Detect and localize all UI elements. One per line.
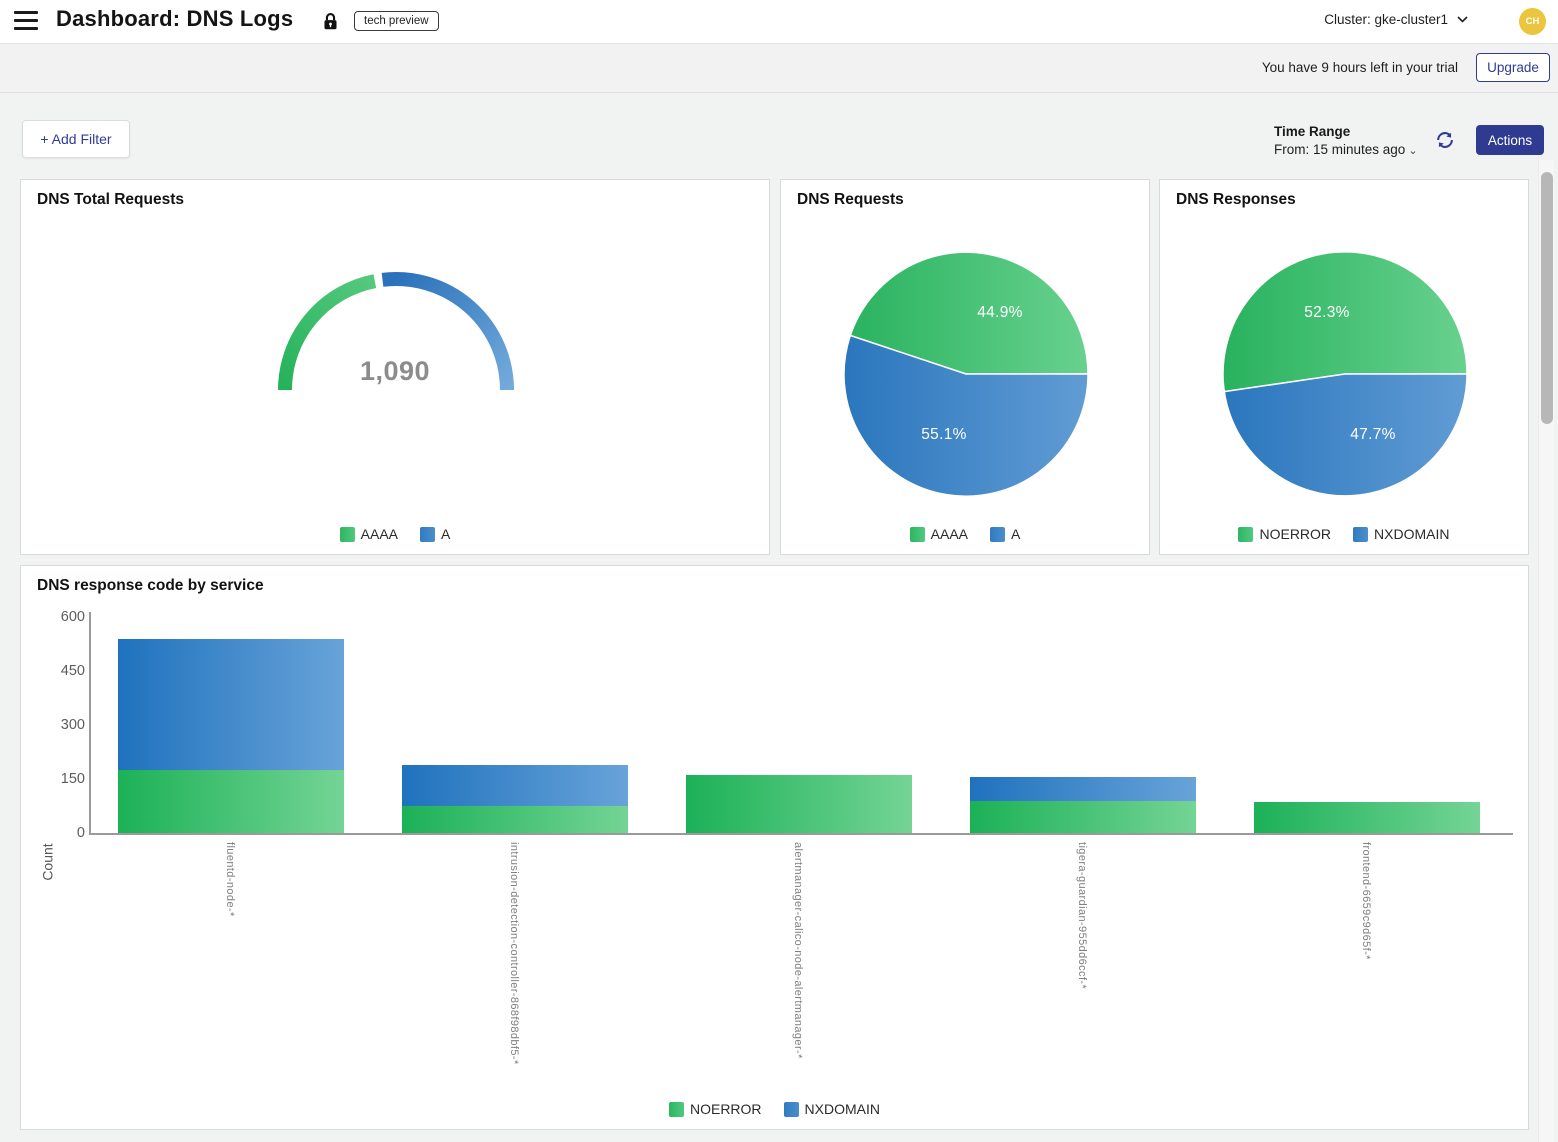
bar-segment-nxdomain[interactable] <box>402 764 628 806</box>
pie-chart <box>843 251 1089 497</box>
pie-chart <box>1222 251 1468 497</box>
legend-item-noerror[interactable]: NOERROR <box>1238 526 1331 542</box>
card-title: DNS response code by service <box>37 577 264 594</box>
y-axis-tick: 300 <box>60 717 85 733</box>
pie-slice-aaaa[interactable] <box>849 251 1089 375</box>
legend-item-aaaa[interactable]: AAAA <box>909 526 968 542</box>
y-axis-line <box>89 612 91 834</box>
pie-slice-label: 55.1% <box>921 426 967 443</box>
legend-item-nxdomain[interactable]: NXDOMAIN <box>1353 526 1450 542</box>
pie-slice-label: 52.3% <box>1304 304 1350 321</box>
bar-segment-noerror[interactable] <box>1254 802 1480 833</box>
card-dns-total-requests: DNS Total Requests 1,090 AAAA A <box>20 179 770 555</box>
app-header: Dashboard: DNS Logs tech preview Cluster… <box>0 0 1558 44</box>
hamburger-menu-icon[interactable] <box>14 11 38 32</box>
cluster-selector-label: Cluster: gke-cluster1 <box>1324 12 1448 27</box>
legend-swatch-green <box>909 526 925 542</box>
x-axis-line <box>89 833 1513 835</box>
bar-segment-noerror[interactable] <box>686 775 912 833</box>
legend-item-aaaa[interactable]: AAAA <box>339 526 398 542</box>
card-dns-responses: DNS Responses 52.3% 47.7% NOERROR NX <box>1159 179 1529 555</box>
legend-swatch-green <box>1238 526 1254 542</box>
y-axis-tick: 0 <box>76 825 85 841</box>
bar-segment-nxdomain[interactable] <box>970 777 1196 801</box>
upgrade-button[interactable]: Upgrade <box>1476 53 1550 82</box>
scrollbar-track[interactable] <box>1538 160 1554 1142</box>
gauge-legend: AAAA A <box>21 526 769 542</box>
gauge-chart <box>278 272 514 391</box>
x-axis-category-label: tigera-guardian-955dd6ccf-* <box>1076 842 1088 990</box>
gauge-segment-aaaa[interactable] <box>278 274 377 391</box>
scrollbar-thumb[interactable] <box>1541 172 1553 424</box>
trial-banner: You have 9 hours left in your trial Upgr… <box>0 45 1558 93</box>
page-title: Dashboard: DNS Logs <box>56 6 294 31</box>
bar-legend: NOERROR NXDOMAIN <box>21 1101 1528 1117</box>
pie-slice-noerror[interactable] <box>1222 251 1468 393</box>
legend-item-nxdomain[interactable]: NXDOMAIN <box>783 1101 880 1117</box>
avatar[interactable]: CH <box>1519 8 1546 35</box>
pie-slice-nxdomain[interactable] <box>1223 373 1468 497</box>
actions-button[interactable]: Actions <box>1476 125 1544 155</box>
pie-legend: AAAA A <box>781 526 1149 542</box>
time-range: Time Range From: 15 minutes ago ⌄ <box>1274 124 1418 157</box>
legend-swatch-green <box>668 1101 684 1117</box>
lock-icon <box>322 12 339 36</box>
pie-legend: NOERROR NXDOMAIN <box>1160 526 1528 542</box>
pie-slice-label: 47.7% <box>1350 426 1396 443</box>
bar-segment-noerror[interactable] <box>970 800 1196 833</box>
add-filter-button[interactable]: + Add Filter <box>22 120 130 158</box>
time-range-value[interactable]: From: 15 minutes ago ⌄ <box>1274 142 1418 157</box>
pie-slice-a[interactable] <box>843 334 1089 497</box>
card-title: DNS Total Requests <box>37 191 184 208</box>
legend-swatch-blue <box>1353 526 1369 542</box>
card-title: DNS Responses <box>1176 191 1296 208</box>
legend-swatch-blue <box>420 526 435 542</box>
gauge-segment-a[interactable] <box>381 272 514 391</box>
refresh-icon[interactable] <box>1434 129 1456 151</box>
pie-slice-label: 44.9% <box>977 304 1023 321</box>
legend-item-a[interactable]: A <box>420 526 450 542</box>
chevron-down-icon <box>1457 16 1468 23</box>
y-axis-tick: 150 <box>60 771 85 787</box>
chevron-down-icon: ⌄ <box>1408 145 1418 157</box>
legend-swatch-green <box>339 526 355 542</box>
bar-segment-noerror[interactable] <box>402 806 628 833</box>
y-axis-title: Count <box>39 843 56 881</box>
card-dns-response-code-by-service: DNS response code by service Count 0 150 3… <box>20 565 1529 1130</box>
legend-swatch-blue <box>990 526 1005 542</box>
bar-segment-nxdomain[interactable] <box>118 638 344 770</box>
card-title: DNS Requests <box>797 191 904 208</box>
card-dns-requests: DNS Requests 44.9% 55.1% AAAA A <box>780 179 1150 555</box>
x-axis-category-label: alertmanager-calico-node-alertmanager-* <box>792 842 804 1059</box>
x-axis-category-label: frontend-6659c9d65f-* <box>1360 842 1372 960</box>
legend-item-a[interactable]: A <box>990 526 1020 542</box>
y-axis-tick: 450 <box>60 663 85 679</box>
time-range-label: Time Range <box>1274 124 1351 139</box>
cluster-selector[interactable]: Cluster: gke-cluster1 <box>1324 12 1468 27</box>
x-axis-category-label: fluentd-node-* <box>224 842 236 917</box>
tech-preview-badge: tech preview <box>354 11 439 31</box>
bar-segment-noerror[interactable] <box>118 770 344 833</box>
trial-message: You have 9 hours left in your trial <box>1261 60 1458 75</box>
legend-item-noerror[interactable]: NOERROR <box>668 1101 762 1117</box>
y-axis-tick: 600 <box>60 609 85 625</box>
legend-swatch-blue <box>783 1101 799 1117</box>
x-axis-category-label: intrusion-detection-controller-868f98dbf… <box>508 842 520 1065</box>
gauge-value: 1,090 <box>359 356 431 386</box>
bar-chart-plot: Count 0 150 300 450 600 fluentd-node-* intrusi… <box>21 566 1528 1129</box>
